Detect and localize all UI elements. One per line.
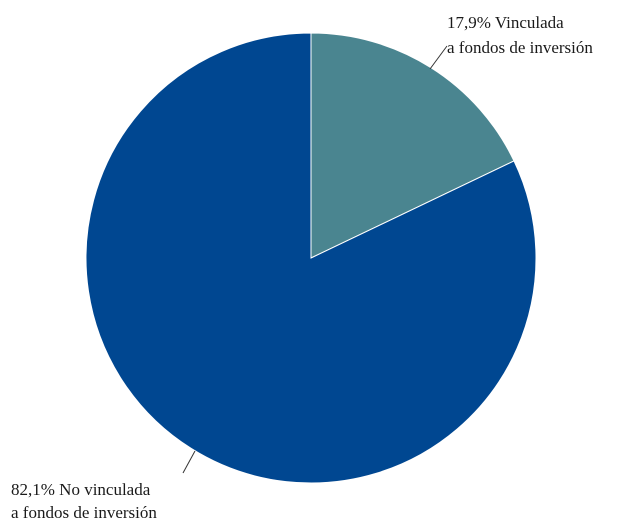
slice-vinculada-leader-line	[429, 45, 448, 70]
slice-vinculada-label-line1: 17,9% Vinculada	[447, 13, 564, 32]
pie-slices	[85, 32, 537, 484]
slice-no-vinculada-leader-line	[182, 450, 196, 474]
slice-no-vinculada-label-line1: 82,1% No vinculada	[11, 480, 151, 499]
slice-no-vinculada	[85, 32, 537, 484]
slice-no-vinculada-label: 82,1% No vinculada a fondos de inversión	[11, 480, 157, 522]
slice-no-vinculada-label-line2: a fondos de inversión	[11, 503, 157, 522]
slice-vinculada-label: 17,9% Vinculada a fondos de inversión	[447, 13, 593, 57]
slice-vinculada-label-line2: a fondos de inversión	[447, 38, 593, 57]
